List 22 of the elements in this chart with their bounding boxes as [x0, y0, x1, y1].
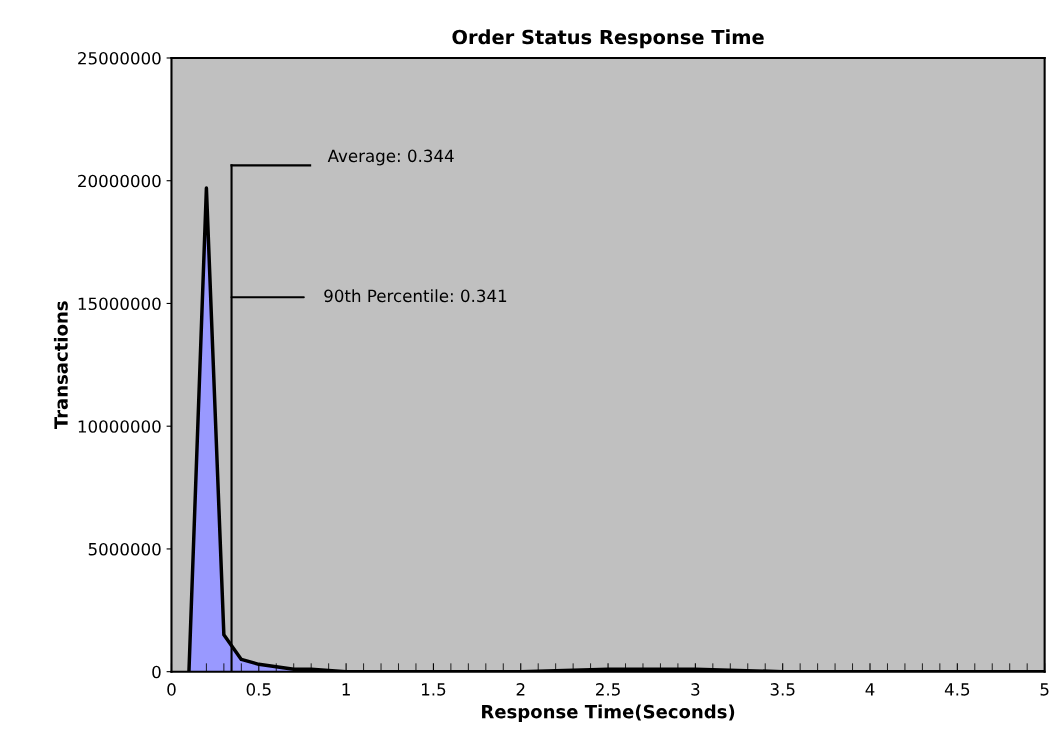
- x-tick-label: 5: [1040, 683, 1049, 696]
- x-tick-label: 1.5: [422, 683, 446, 696]
- x-tick-label: 0: [167, 683, 176, 696]
- x-tick-label: 1: [342, 683, 350, 696]
- y-tick-label: 15000000: [78, 297, 161, 311]
- y-axis-title: Transactions: [53, 301, 68, 430]
- x-tick-label: 4: [865, 683, 875, 696]
- ref-line-label: Average: 0.344: [327, 149, 454, 166]
- y-tick-label: 0: [152, 665, 161, 679]
- x-tick-label: 3: [691, 683, 700, 696]
- x-tick-label: 4.5: [944, 683, 970, 696]
- annotation: 90th Percentile: 0.341: [324, 289, 507, 303]
- x-axis-title: Response Time(Seconds): [482, 704, 735, 722]
- x-tick-label: 2: [516, 683, 525, 696]
- y-tick-label: 10000000: [78, 420, 161, 433]
- y-tick-label: 25000000: [78, 51, 161, 65]
- chart-title: Order Status Response Time: [452, 29, 764, 49]
- y-tick-label: 20000000: [78, 174, 161, 188]
- x-tick-label: 3.5: [770, 683, 795, 696]
- x-tick-label: 2.5: [596, 683, 620, 696]
- x-tick-label: 0.5: [246, 683, 271, 696]
- y-tick-label: 5000000: [88, 542, 161, 556]
